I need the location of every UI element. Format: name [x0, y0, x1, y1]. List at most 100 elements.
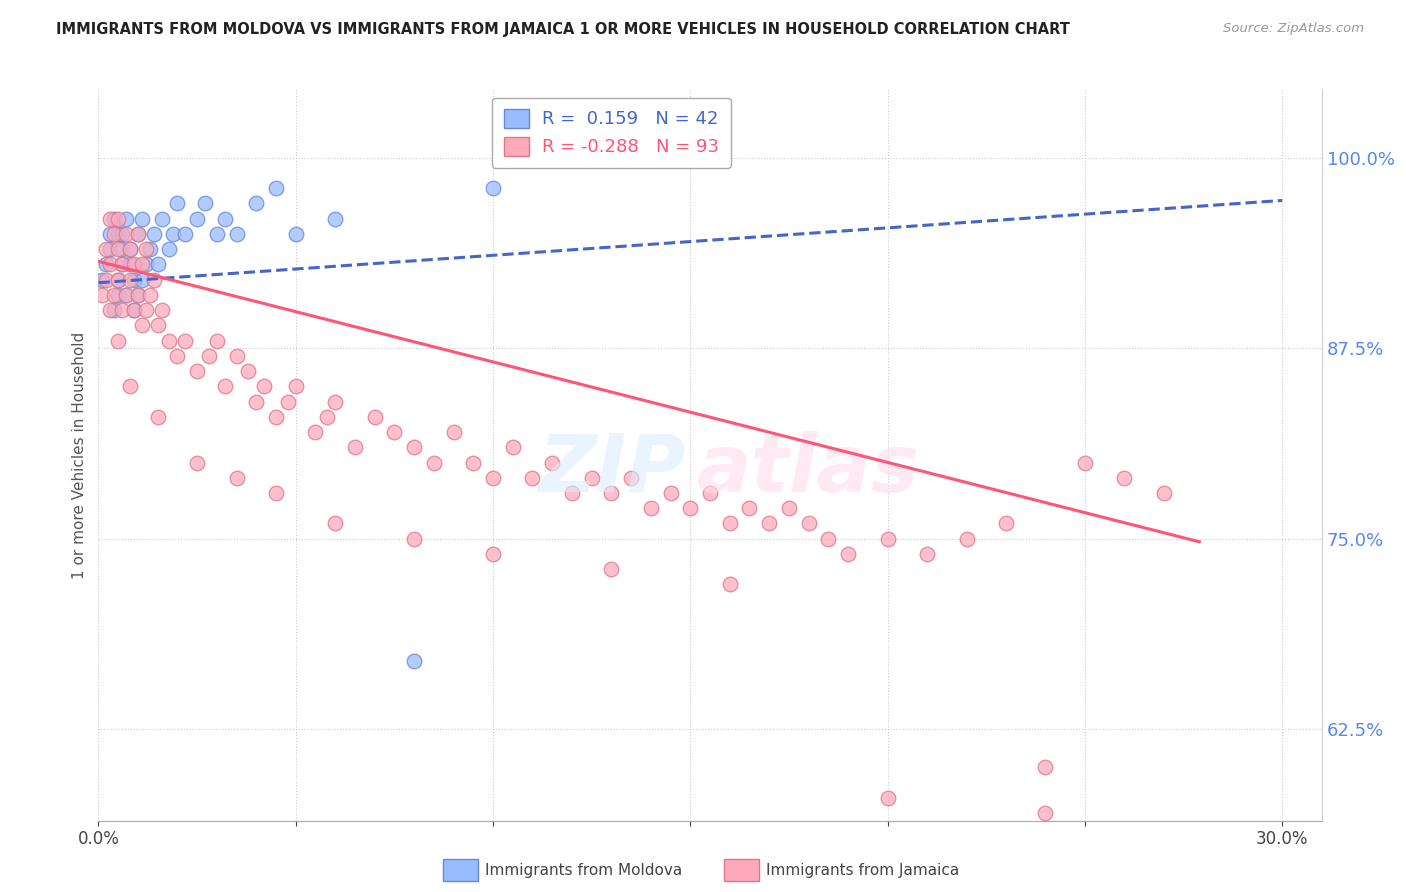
Point: [600, 486, 623, 500]
Point: [502, 440, 524, 454]
Point: [146, 409, 169, 424]
Point: [107, 211, 129, 226]
Point: [994, 516, 1017, 531]
Point: [122, 257, 145, 271]
Point: [738, 501, 761, 516]
Point: [1114, 471, 1136, 485]
Point: [107, 227, 129, 241]
Point: [166, 349, 188, 363]
Point: [225, 227, 247, 241]
Point: [245, 196, 267, 211]
Point: [404, 532, 426, 546]
Point: [238, 364, 260, 378]
Text: Immigrants from Jamaica: Immigrants from Jamaica: [766, 863, 959, 878]
Point: [159, 334, 181, 348]
Point: [463, 456, 485, 470]
Point: [115, 211, 138, 226]
Point: [699, 486, 721, 500]
Point: [131, 318, 153, 333]
Point: [150, 303, 173, 318]
Point: [264, 409, 287, 424]
Point: [135, 257, 157, 271]
Point: [253, 379, 276, 393]
Point: [138, 242, 160, 256]
Point: [174, 334, 197, 348]
Point: [122, 303, 145, 318]
Point: [111, 303, 134, 318]
Point: [718, 577, 741, 591]
Point: [98, 242, 121, 256]
Point: [277, 394, 299, 409]
Point: [98, 303, 121, 318]
Text: Immigrants from Moldova: Immigrants from Moldova: [485, 863, 682, 878]
Point: [797, 516, 820, 531]
Point: [162, 227, 184, 241]
Point: [103, 211, 125, 226]
Point: [264, 486, 287, 500]
Point: [98, 257, 121, 271]
Point: [96, 273, 118, 287]
Point: [98, 211, 121, 226]
Point: [1074, 456, 1097, 470]
Point: [245, 394, 267, 409]
Point: [423, 456, 446, 470]
Point: [186, 364, 208, 378]
Point: [131, 257, 153, 271]
Point: [103, 288, 125, 302]
Point: [131, 273, 153, 287]
Point: [111, 257, 134, 271]
Point: [718, 516, 741, 531]
Point: [135, 242, 157, 256]
Point: [174, 227, 197, 241]
Point: [103, 227, 125, 241]
Point: [876, 532, 898, 546]
Point: [115, 288, 138, 302]
Point: [107, 288, 129, 302]
Point: [214, 379, 236, 393]
Point: [186, 211, 208, 226]
Point: [118, 379, 141, 393]
Point: [323, 516, 346, 531]
Point: [138, 288, 160, 302]
Point: [876, 790, 898, 805]
Point: [522, 471, 544, 485]
Point: [482, 181, 505, 195]
Point: [146, 318, 169, 333]
Point: [107, 334, 129, 348]
Point: [225, 471, 247, 485]
Text: IMMIGRANTS FROM MOLDOVA VS IMMIGRANTS FROM JAMAICA 1 OR MORE VEHICLES IN HOUSEHO: IMMIGRANTS FROM MOLDOVA VS IMMIGRANTS FR…: [56, 22, 1070, 37]
Point: [205, 334, 228, 348]
Point: [404, 654, 426, 668]
Point: [284, 379, 307, 393]
Point: [111, 242, 134, 256]
Point: [127, 288, 149, 302]
Point: [600, 562, 623, 576]
Point: [679, 501, 702, 516]
Point: [758, 516, 780, 531]
Text: atlas: atlas: [696, 431, 920, 508]
Point: [561, 486, 583, 500]
Point: [1035, 805, 1057, 820]
Point: [264, 181, 287, 195]
Point: [142, 227, 165, 241]
Point: [817, 532, 839, 546]
Point: [131, 211, 153, 226]
Point: [107, 242, 129, 256]
Point: [194, 196, 217, 211]
Point: [915, 547, 938, 561]
Point: [111, 227, 134, 241]
Text: ZIP: ZIP: [538, 431, 686, 508]
Point: [482, 471, 505, 485]
Point: [778, 501, 800, 516]
Point: [316, 409, 339, 424]
Point: [343, 440, 366, 454]
Point: [115, 227, 138, 241]
Point: [96, 242, 118, 256]
Point: [284, 227, 307, 241]
Point: [620, 471, 643, 485]
Legend: R =  0.159   N = 42, R = -0.288   N = 93: R = 0.159 N = 42, R = -0.288 N = 93: [492, 97, 731, 168]
Point: [118, 242, 141, 256]
Point: [111, 257, 134, 271]
Point: [118, 242, 141, 256]
Point: [146, 257, 169, 271]
